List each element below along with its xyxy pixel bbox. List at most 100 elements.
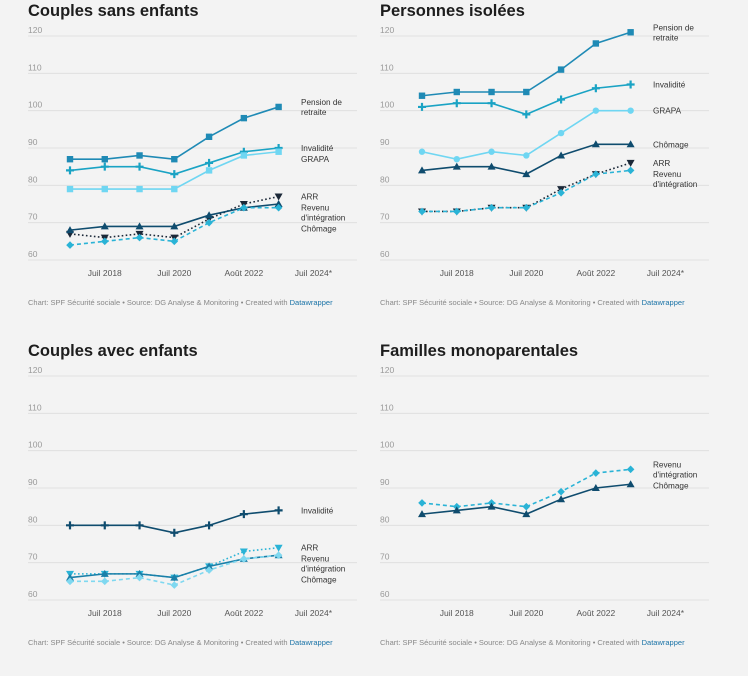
series-1: Invalidité xyxy=(418,80,686,119)
data-point xyxy=(205,521,214,530)
datawrapper-link[interactable]: Datawrapper xyxy=(641,298,685,307)
data-point xyxy=(452,207,461,216)
series-label: Invalidité xyxy=(653,81,686,90)
series-label: GRAPA xyxy=(301,155,330,164)
data-point xyxy=(66,521,74,530)
data-point xyxy=(452,506,461,514)
data-point xyxy=(170,581,179,589)
data-point xyxy=(418,207,426,216)
data-point xyxy=(240,555,248,563)
x-tick-label: Juil 2024* xyxy=(647,268,685,278)
data-point xyxy=(557,129,565,137)
y-tick-label: 90 xyxy=(28,137,38,147)
y-tick-label: 90 xyxy=(380,137,390,147)
chart-title: Couples avec enfants xyxy=(28,342,198,360)
chart-title: Familles monoparentales xyxy=(380,342,579,360)
data-point xyxy=(274,200,283,207)
data-point xyxy=(487,162,496,170)
data-point xyxy=(523,88,530,96)
data-point xyxy=(453,156,460,163)
footer-credit: Chart: SPF Sécurité sociale • Source: DG… xyxy=(28,638,288,647)
data-point xyxy=(418,166,426,174)
footer-credit: Chart: SPF Sécurité sociale • Source: DG… xyxy=(380,298,640,307)
datawrapper-link[interactable]: Datawrapper xyxy=(289,298,333,307)
data-point xyxy=(626,140,635,148)
chart-panel-2: Couples avec enfants 60 70 80 90 100 110 120 Ju… xyxy=(28,342,368,672)
y-tick-label: 110 xyxy=(28,62,42,72)
series-label: Revenu xyxy=(301,204,330,213)
series-0: Invalidité xyxy=(66,506,334,537)
chart-footer: Chart: SPF Sécurité sociale • Source: DG… xyxy=(380,298,685,307)
data-point xyxy=(522,203,531,212)
data-point xyxy=(522,110,531,119)
y-tick-label: 70 xyxy=(380,212,390,222)
line-chart: 60 70 80 90 100 110 120 Juil 2018 Juil 2020 Août … xyxy=(380,23,709,278)
data-point xyxy=(452,99,461,108)
data-point xyxy=(592,170,600,178)
x-tick-label: Août 2022 xyxy=(576,268,615,278)
series-label: Invalidité xyxy=(301,144,334,153)
data-point xyxy=(66,185,74,193)
data-point xyxy=(418,148,426,155)
data-point xyxy=(205,167,213,174)
data-point xyxy=(101,185,108,193)
data-point xyxy=(627,107,634,114)
data-point xyxy=(205,158,214,167)
x-tick-label: Août 2022 xyxy=(224,608,263,618)
line-chart: 60 70 80 90 100 110 120 Juil 2018 Juil 2020 Août … xyxy=(380,365,709,618)
y-tick-label: 110 xyxy=(380,62,394,72)
data-point xyxy=(275,148,282,155)
data-point xyxy=(626,465,635,474)
series-3: ARR xyxy=(66,193,318,242)
x-tick-label: Juil 2018 xyxy=(440,268,474,278)
datawrapper-link[interactable]: Datawrapper xyxy=(289,638,333,647)
data-point xyxy=(275,103,282,111)
data-point xyxy=(274,544,283,552)
y-tick-label: 110 xyxy=(28,402,42,412)
y-tick-label: 120 xyxy=(28,25,42,35)
series-3: Chômage xyxy=(418,140,689,178)
data-point xyxy=(452,162,461,170)
data-point xyxy=(100,521,109,530)
data-point xyxy=(100,222,109,230)
data-point xyxy=(591,140,600,148)
data-point xyxy=(240,152,248,159)
chart-footer: Chart: SPF Sécurité sociale • Source: DG… xyxy=(28,638,333,647)
data-point xyxy=(136,185,143,193)
x-tick-label: Juil 2018 xyxy=(88,268,122,278)
data-point xyxy=(626,166,635,175)
data-point xyxy=(240,203,248,212)
series-label: d'intégration xyxy=(301,565,346,574)
series-label: Pension de xyxy=(301,98,342,107)
y-tick-label: 120 xyxy=(380,25,394,35)
series-label: retraite xyxy=(301,108,327,117)
chart-footer: Chart: SPF Sécurité sociale • Source: DG… xyxy=(380,638,685,647)
data-point xyxy=(135,162,144,171)
y-tick-label: 60 xyxy=(28,589,38,599)
series-line xyxy=(421,31,631,97)
chart-panel-0: Couples sans enfants 60 70 80 90 100 110 120 Ju… xyxy=(28,2,368,332)
chart-panel-1: Personnes isolées 60 70 80 90 100 110 120 Juil … xyxy=(380,2,720,332)
data-point xyxy=(626,480,635,488)
data-point xyxy=(170,222,179,230)
data-point xyxy=(488,88,495,96)
data-point xyxy=(523,152,530,159)
data-point xyxy=(592,40,600,47)
data-point xyxy=(135,222,144,230)
y-tick-label: 60 xyxy=(380,589,390,599)
footer-credit: Chart: SPF Sécurité sociale • Source: DG… xyxy=(380,638,640,647)
data-point xyxy=(522,170,531,178)
data-point xyxy=(100,162,109,171)
data-point xyxy=(488,148,495,155)
data-point xyxy=(418,92,426,99)
datawrapper-link[interactable]: Datawrapper xyxy=(641,638,685,647)
data-point xyxy=(66,156,74,163)
y-tick-label: 100 xyxy=(28,440,42,450)
data-point xyxy=(171,185,178,193)
y-tick-label: 70 xyxy=(28,552,38,562)
data-point xyxy=(135,521,144,530)
footer-credit: Chart: SPF Sécurité sociale • Source: DG… xyxy=(28,298,288,307)
